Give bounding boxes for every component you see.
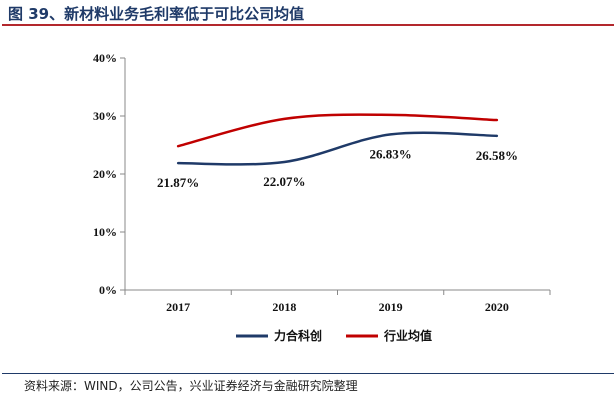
- y-tick-label: 30%: [93, 109, 117, 123]
- figure-title-bar: 图 39、新材料业务毛利率低于可比公司均值: [2, 0, 614, 26]
- line-chart: 0% 10% 20% 30% 40% 2017 2018 2019 2020 21.87% 22.0…: [93, 51, 551, 343]
- y-tick-label: 0%: [99, 283, 117, 297]
- legend-label: 行业均值: [383, 328, 432, 343]
- data-label: 26.58%: [476, 148, 518, 163]
- footer-divider: [2, 373, 614, 374]
- data-label: 21.87%: [157, 175, 199, 190]
- data-label: 26.83%: [370, 146, 412, 161]
- data-label: 22.07%: [263, 174, 305, 189]
- series-line-industry-average: [176, 113, 499, 148]
- y-tick-label: 10%: [93, 225, 117, 239]
- source-note: 资料来源：WIND，公司公告，兴业证券经济与金融研究院整理: [24, 379, 358, 393]
- y-tick-label: 20%: [93, 167, 117, 181]
- legend-label: 力合科创: [274, 328, 322, 343]
- y-tick-label: 40%: [93, 51, 117, 65]
- figure-title: 图 39、新材料业务毛利率低于可比公司均值: [8, 5, 305, 23]
- series-line-company: [176, 131, 499, 166]
- x-tick-label: 2019: [379, 300, 403, 314]
- x-tick-label: 2018: [272, 300, 296, 314]
- x-tick-label: 2020: [485, 300, 509, 314]
- x-tick-label: 2017: [166, 300, 190, 314]
